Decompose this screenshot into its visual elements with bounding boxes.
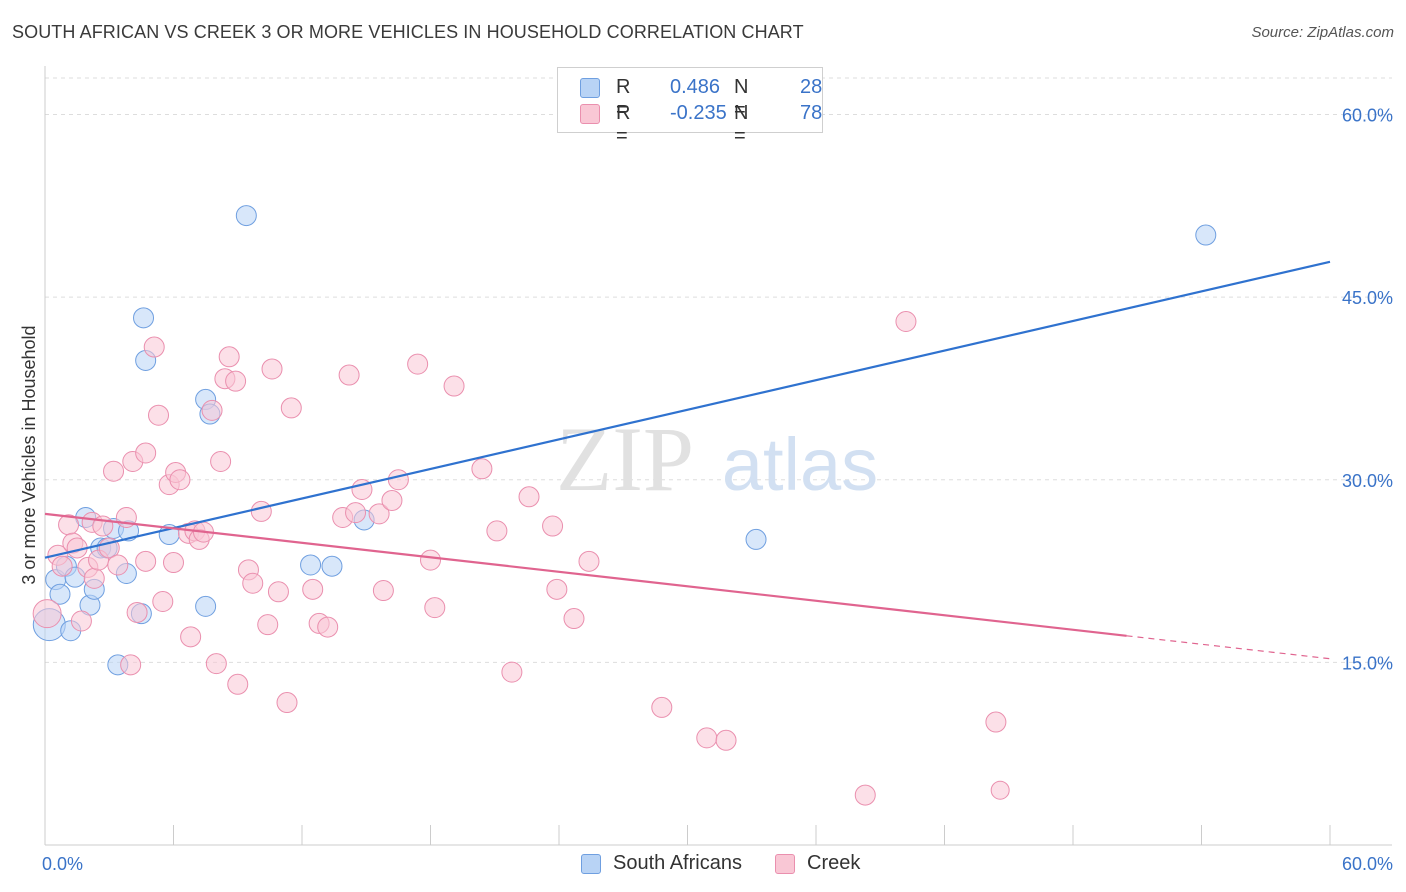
creek-point bbox=[985, 711, 1007, 733]
legend-n-value: 28 bbox=[800, 76, 823, 98]
creek-point bbox=[280, 397, 302, 419]
creek-point bbox=[471, 458, 493, 480]
creek-point bbox=[250, 500, 272, 522]
creek-point bbox=[345, 502, 367, 524]
creek-point bbox=[715, 729, 737, 751]
creek-point bbox=[854, 784, 876, 806]
creek-point bbox=[381, 489, 403, 511]
chart-title: SOUTH AFRICAN VS CREEK 3 OR MORE VEHICLE… bbox=[12, 22, 804, 42]
series-legend: South Africans Creek bbox=[0, 852, 1406, 878]
legend-r-label: R = bbox=[616, 102, 631, 147]
y-tick-label: 45.0% bbox=[1342, 288, 1393, 308]
legend-n-label: N = bbox=[734, 102, 749, 147]
creek-point bbox=[651, 696, 673, 718]
creek-swatch bbox=[775, 854, 795, 874]
creek-point bbox=[578, 550, 600, 572]
creek-point bbox=[120, 654, 142, 676]
creek-point bbox=[501, 661, 523, 683]
legend-n-value: 78 bbox=[800, 102, 823, 124]
legend-r-label: R = bbox=[616, 76, 631, 121]
creek-point bbox=[126, 601, 148, 623]
creek-point bbox=[143, 336, 165, 358]
creek-point bbox=[542, 515, 564, 537]
legend-r-value: -0.235 bbox=[670, 102, 727, 124]
south-africans-swatch bbox=[580, 78, 600, 98]
creek-point bbox=[205, 653, 227, 675]
south-africans-point bbox=[1195, 224, 1217, 246]
south-africans-swatch bbox=[581, 854, 601, 874]
creek-point bbox=[407, 353, 429, 375]
creek-point bbox=[518, 486, 540, 508]
south-africans-point bbox=[195, 595, 217, 617]
creek-point bbox=[148, 404, 170, 426]
creek-point bbox=[51, 555, 73, 577]
creek-point bbox=[420, 549, 441, 571]
creek-point bbox=[103, 460, 125, 482]
south-africans-point bbox=[745, 528, 767, 550]
creek-point bbox=[990, 780, 1010, 800]
creek-point bbox=[368, 503, 390, 525]
creek-point bbox=[152, 591, 174, 613]
creek-point bbox=[163, 552, 184, 574]
creek-point bbox=[338, 364, 360, 386]
y-axis-label: 3 or more Vehicles in Household bbox=[19, 325, 39, 584]
creek-point bbox=[218, 346, 240, 368]
creek-swatch bbox=[580, 104, 600, 124]
legend-r-value: 0.486 bbox=[670, 76, 721, 98]
legend-label-creek: Creek bbox=[807, 852, 861, 874]
creek-point bbox=[546, 578, 568, 600]
creek-point bbox=[135, 442, 157, 464]
creek-point bbox=[257, 614, 279, 636]
tick-labels: 15.0% 30.0% 45.0% 60.0% 0.0% 60.0% bbox=[42, 106, 1393, 874]
creek-point bbox=[242, 572, 264, 594]
creek-point bbox=[135, 550, 157, 572]
creek-point bbox=[83, 567, 105, 589]
y-tick-label: 15.0% bbox=[1342, 653, 1393, 673]
creek-point bbox=[169, 469, 191, 491]
zipatlas-watermark: ZIP atlas bbox=[556, 408, 878, 510]
creek-point bbox=[276, 692, 298, 714]
creek-point bbox=[563, 608, 585, 630]
creek-point bbox=[895, 310, 917, 332]
creek-point bbox=[443, 375, 465, 397]
creek-point bbox=[227, 673, 249, 695]
creek-point bbox=[486, 520, 508, 542]
creek-point bbox=[387, 469, 409, 491]
creek-point bbox=[70, 610, 92, 632]
data-points bbox=[32, 205, 1217, 806]
creek-point bbox=[302, 578, 324, 600]
source-label: Source: ZipAtlas.com bbox=[1251, 24, 1394, 41]
creek-point bbox=[261, 358, 283, 380]
south-africans-trend-line bbox=[44, 260, 1331, 559]
creek-point bbox=[201, 399, 223, 421]
creek-point bbox=[424, 597, 446, 619]
legend-n-label: N = bbox=[734, 76, 749, 121]
watermark-atlas: atlas bbox=[722, 423, 878, 506]
south-africans-point bbox=[300, 554, 322, 576]
creek-point bbox=[210, 451, 232, 472]
x-tick-label: 60.0% bbox=[1342, 854, 1393, 874]
south-africans-point bbox=[49, 583, 71, 605]
legend-label-south-africans: South Africans bbox=[613, 852, 742, 874]
x-tick-label: 0.0% bbox=[42, 854, 83, 874]
creek-point bbox=[372, 580, 394, 602]
creek-point bbox=[32, 599, 62, 629]
south-africans-point bbox=[133, 307, 155, 329]
creek-point bbox=[107, 554, 129, 576]
south-africans-point bbox=[235, 205, 257, 227]
creek-point bbox=[225, 370, 247, 392]
creek-trend-line bbox=[44, 512, 1127, 637]
creek-point bbox=[317, 616, 339, 638]
axes bbox=[44, 66, 1392, 846]
creek-point bbox=[696, 727, 718, 749]
trend-lines bbox=[44, 260, 1331, 660]
creek-trend-line-projection bbox=[1126, 635, 1331, 660]
y-tick-label: 30.0% bbox=[1342, 471, 1393, 491]
correlation-legend: R = 0.486 N = 28 R = -0.235 N = 78 bbox=[557, 67, 823, 147]
creek-point bbox=[267, 581, 289, 603]
south-africans-point bbox=[321, 555, 343, 577]
creek-point bbox=[180, 626, 202, 648]
y-tick-label: 60.0% bbox=[1342, 106, 1393, 126]
